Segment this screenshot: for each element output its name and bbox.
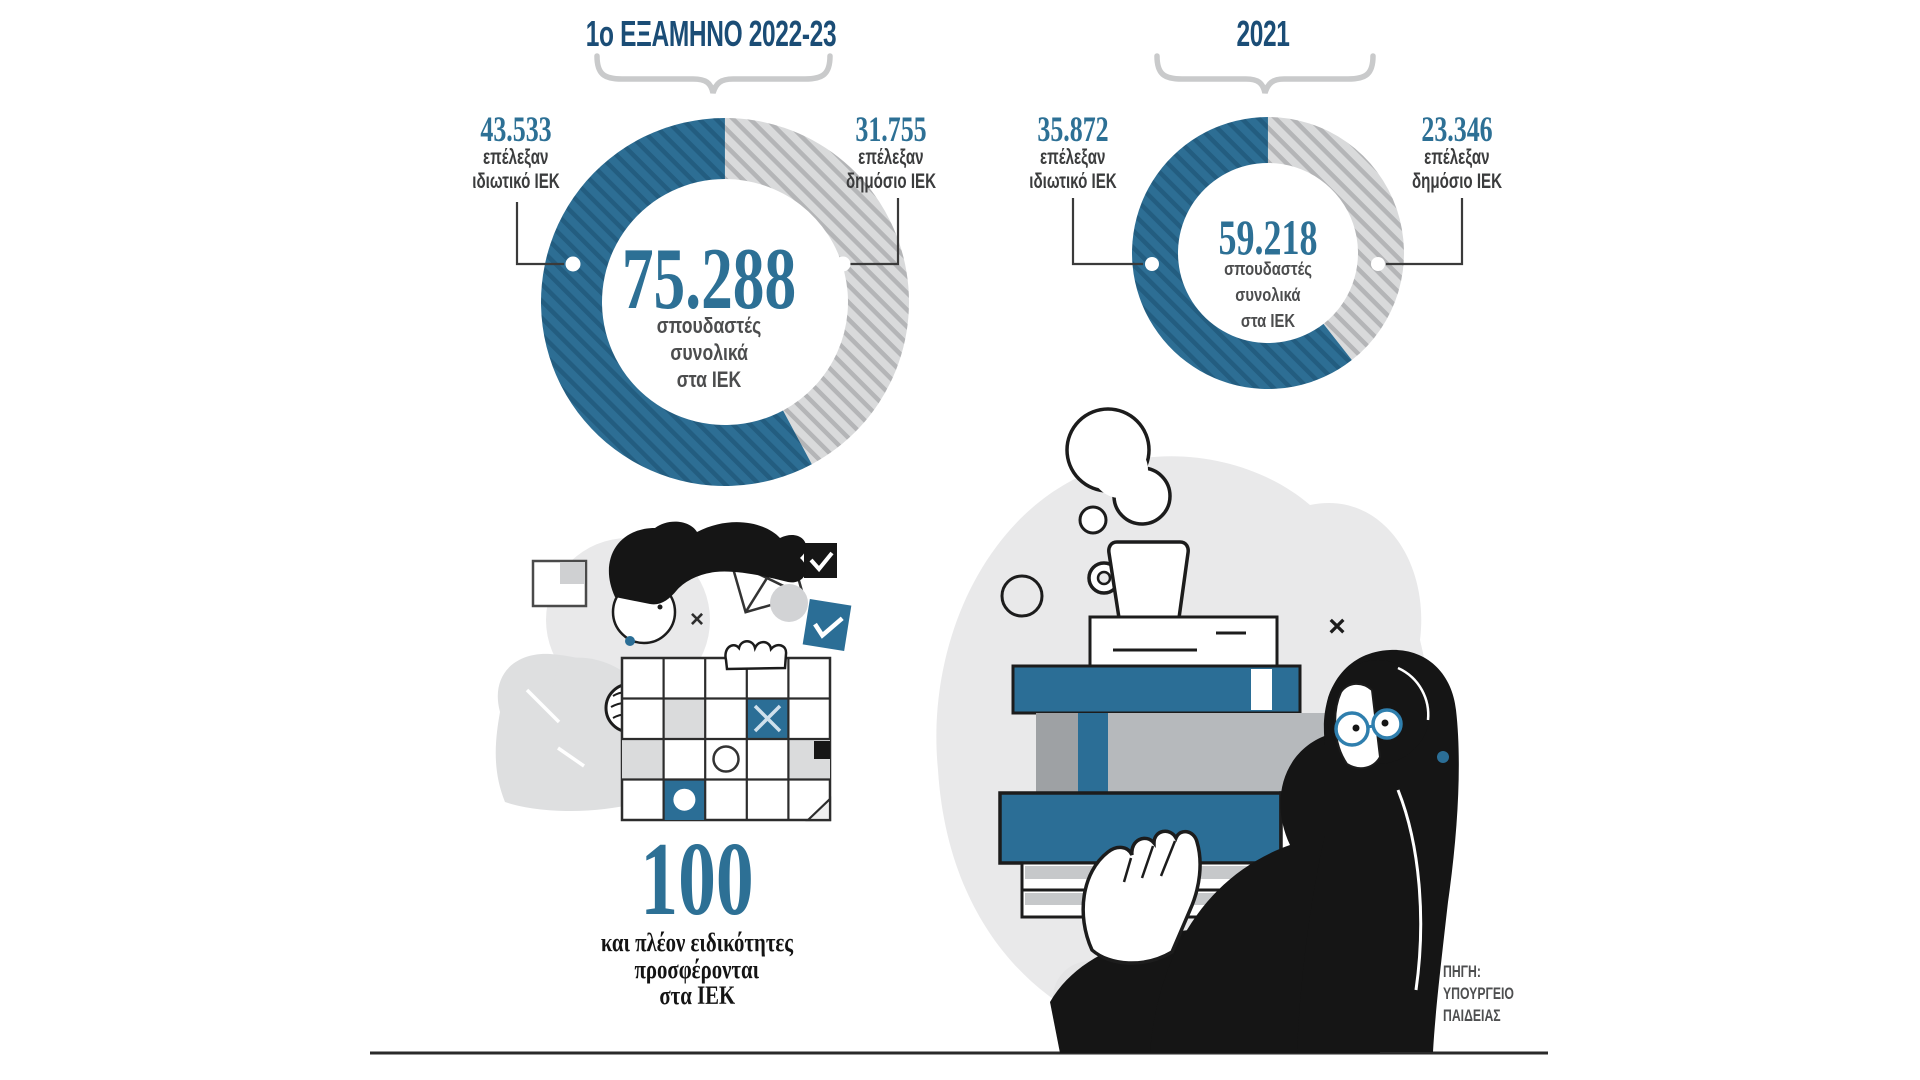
folded-corner <box>805 796 832 822</box>
grid-cell-x <box>746 698 789 739</box>
donut-chart-2022-23 <box>541 118 910 486</box>
square-decoration <box>531 559 588 608</box>
stat-100-value: 100 <box>640 820 754 937</box>
donut-segment-public-iek <box>1268 117 1404 361</box>
illustration-book-woman <box>936 407 1459 1053</box>
value-public-2022: 31.755 <box>855 109 927 149</box>
illustration-checklist-person <box>495 521 852 822</box>
value-public-2021: 23.346 <box>1421 109 1493 149</box>
value-private-2022: 43.533 <box>480 109 552 149</box>
grid-cell-dot <box>663 779 706 820</box>
x-mark-left: × <box>689 606 705 633</box>
donut-segment-private-iek <box>541 118 812 486</box>
donut-chart-2021 <box>1132 117 1404 390</box>
total-2022: 75.288 <box>621 231 797 328</box>
earring <box>625 636 635 646</box>
callout-dots <box>565 256 1385 272</box>
checkbox-blue-icon <box>802 598 852 652</box>
earring <box>1437 751 1449 763</box>
brace-left <box>594 53 833 94</box>
gray-dot <box>770 584 808 622</box>
x-mark-right: × <box>1328 610 1346 643</box>
total-label-2021: σπουδαστές συνολικά στα ΙΕΚ <box>1224 258 1312 331</box>
label-private-2022: επέλεξαν ιδιωτικό ΙΕΚ <box>472 146 560 193</box>
donut-segment-private-iek <box>1132 117 1352 390</box>
value-private-2021: 35.872 <box>1037 109 1109 149</box>
brace-right <box>1154 53 1376 94</box>
source-note: ΠΗΓΗ: ΥΠΟΥΡΓΕΙΟ ΠΑΙΔΕΙΑΣ <box>1443 962 1514 1025</box>
donut-segment-public-iek <box>725 118 910 465</box>
thought-bubbles <box>1065 407 1172 535</box>
chart-title-2021: 2021 <box>1236 13 1290 54</box>
stat-100-label: και πλέον ειδικότητες προσφέρονται στα Ι… <box>600 928 794 1010</box>
label-public-2021: επέλεξαν δημόσιο ΙΕΚ <box>1411 146 1503 193</box>
grid-cell-circle <box>712 745 740 773</box>
checkbox-black-icon <box>804 543 837 578</box>
checklist-grid <box>620 656 832 822</box>
coffee-mug-icon <box>1087 540 1190 630</box>
hand-grip <box>724 640 788 671</box>
chart-title-2022-23: 1ο ΕΞΑΜΗΝΟ 2022-23 <box>585 13 837 54</box>
woman-figure <box>1050 649 1459 1053</box>
label-private-2021: επέλεξαν ιδιωτικό ΙΕΚ <box>1029 146 1117 193</box>
total-2021: 59.218 <box>1218 209 1318 265</box>
hair <box>608 521 807 605</box>
label-public-2022: επέλεξαν δημόσιο ΙΕΚ <box>845 146 937 193</box>
circle-outline <box>1000 574 1044 618</box>
callout-connectors <box>515 198 1464 266</box>
total-label-2022: σπουδαστές συνολικά στα ΙΕΚ <box>656 313 762 392</box>
hair-long <box>1297 649 1459 1052</box>
hand <box>1081 829 1202 965</box>
